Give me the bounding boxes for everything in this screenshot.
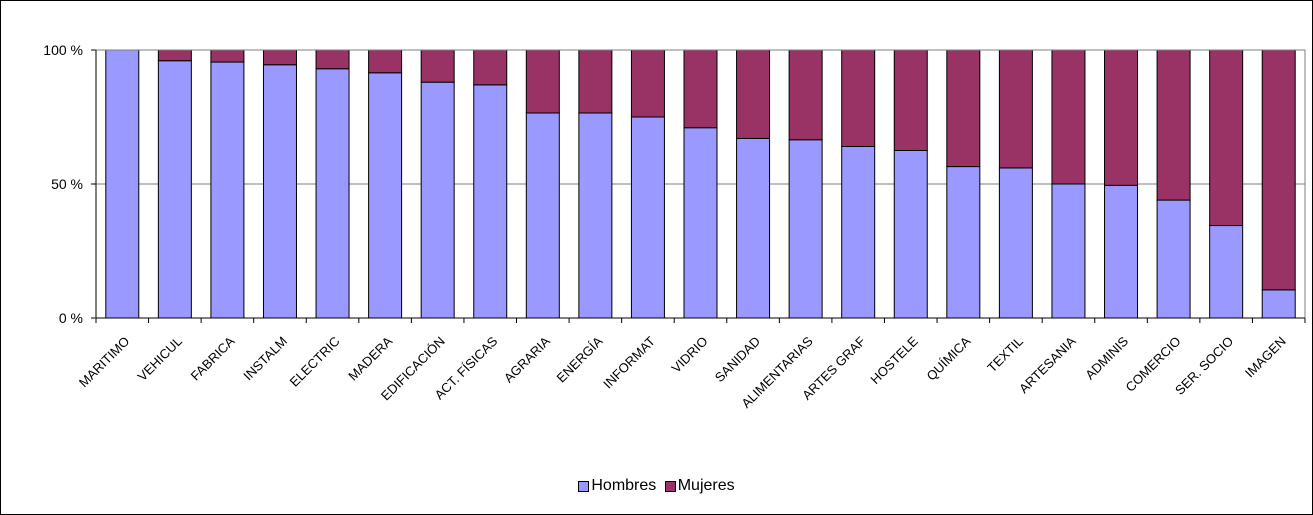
bar-mujeres-9	[578, 49, 613, 114]
bar-hombres-17	[998, 167, 1033, 319]
y-tick-label: 100 %	[43, 42, 83, 58]
bar-hombres-10	[630, 116, 665, 319]
bar-hombres-21	[1209, 225, 1244, 319]
x-tick-label: ADMINIS	[1082, 333, 1131, 382]
bar-mujeres-17	[998, 49, 1033, 169]
y-tick-label: 0 %	[59, 310, 83, 326]
x-tick-label: INSTALM	[240, 334, 290, 384]
x-tick-label: QUÍMICA	[924, 333, 974, 383]
bar-mujeres-3	[262, 49, 297, 66]
bar-hombres-22	[1261, 289, 1296, 319]
legend-item-mujeres: Mujeres	[664, 477, 735, 495]
bar-mujeres-13	[788, 49, 823, 141]
bar-hombres-12	[736, 137, 771, 319]
y-tick-label: 50 %	[51, 176, 83, 192]
bar-hombres-6	[420, 81, 455, 319]
bar-hombres-7	[473, 84, 508, 319]
x-tick-label: IMAGEN	[1242, 334, 1289, 381]
bar-hombres-13	[788, 139, 823, 319]
bar-hombres-5	[368, 72, 403, 319]
bar-mujeres-14	[841, 49, 876, 147]
bar-mujeres-15	[893, 49, 928, 151]
x-tick-label: VIDRIO	[668, 334, 710, 376]
bar-mujeres-8	[525, 49, 560, 114]
bar-mujeres-6	[420, 49, 455, 83]
bar-hombres-19	[1104, 184, 1139, 319]
bar-hombres-3	[262, 64, 297, 319]
x-tick-label: ENERGÍA	[554, 333, 606, 385]
bar-hombres-16	[946, 166, 981, 319]
bar-hombres-14	[841, 145, 876, 319]
bar-mujeres-19	[1104, 49, 1139, 186]
x-tick-label: VEHICUL	[135, 334, 185, 384]
bar-mujeres-2	[210, 49, 245, 63]
x-tick-label: HOSTELE	[867, 333, 921, 387]
bar-mujeres-20	[1156, 49, 1191, 201]
x-tick-label: ARTESANIA	[1016, 333, 1079, 396]
bar-mujeres-21	[1209, 49, 1244, 227]
legend-label-mujeres: Mujeres	[677, 477, 735, 494]
bar-mujeres-16	[946, 49, 981, 168]
bar-mujeres-5	[368, 49, 403, 74]
x-tick-label: MADERA	[345, 333, 395, 383]
x-tick-label: AGRARIA	[501, 333, 553, 385]
bar-hombres-15	[893, 150, 928, 319]
bar-hombres-18	[1051, 183, 1086, 319]
bar-mujeres-1	[157, 49, 192, 62]
bar-hombres-4	[315, 68, 350, 319]
chart-legend: Hombres Mujeres	[0, 477, 1313, 497]
legend-item-hombres: Hombres	[578, 477, 656, 495]
legend-swatch-mujeres	[664, 480, 676, 492]
bar-hombres-0	[105, 49, 140, 319]
bar-mujeres-4	[315, 49, 350, 70]
x-tick-label: FABRICA	[188, 333, 238, 383]
bar-hombres-2	[210, 61, 245, 319]
bar-mujeres-18	[1051, 49, 1086, 185]
bar-hombres-11	[683, 127, 718, 319]
bar-hombres-8	[525, 112, 560, 319]
bar-mujeres-12	[736, 49, 771, 139]
bar-mujeres-22	[1261, 49, 1296, 291]
bar-mujeres-7	[473, 49, 508, 86]
bar-hombres-20	[1156, 199, 1191, 319]
x-tick-label: TEXTIL	[984, 334, 1026, 376]
bar-mujeres-10	[630, 49, 665, 118]
x-tick-label: SANIDAD	[712, 334, 763, 385]
legend-swatch-hombres	[578, 480, 590, 492]
x-tick-label: INFORMAT	[600, 333, 658, 391]
bar-mujeres-11	[683, 49, 718, 129]
bar-hombres-1	[157, 60, 192, 319]
legend-label-hombres: Hombres	[591, 477, 657, 494]
x-tick-label: ELECTRIC	[287, 334, 343, 390]
bar-hombres-9	[578, 112, 613, 319]
x-tick-label: MARITIMO	[76, 334, 133, 391]
